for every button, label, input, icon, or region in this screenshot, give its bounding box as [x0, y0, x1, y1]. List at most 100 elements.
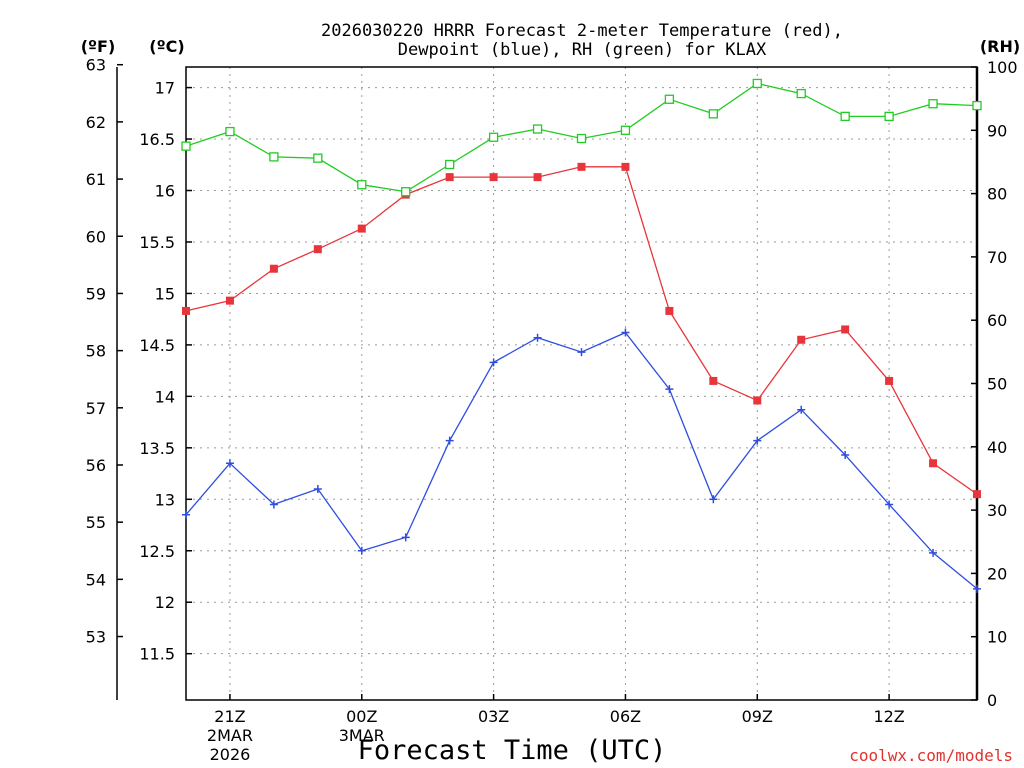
dewpoint-point: [225, 459, 234, 468]
celsius-tick-label: 17: [155, 79, 175, 98]
rh-point: [576, 133, 587, 144]
rh-tick-label: 90: [987, 121, 1007, 140]
dewpoint-point: [533, 333, 542, 342]
x-tick-label: 06Z: [610, 707, 641, 726]
chart-title-line-1: 2026030220 HRRR Forecast 2-meter Tempera…: [321, 21, 843, 41]
2-meter-temperature-point: [885, 376, 894, 385]
x-tick-date-label: 3MAR: [339, 726, 385, 745]
2-meter-temperature-point: [841, 325, 850, 334]
data-series: [181, 78, 982, 593]
celsius-tick-label: 12.5: [139, 542, 175, 561]
fahrenheit-tick-label: 53: [86, 628, 106, 647]
chart-title-line-2: Dewpoint (blue), RH (green) for KLAX: [398, 40, 767, 60]
2-meter-temperature-point: [313, 245, 322, 254]
rh-point: [928, 99, 938, 109]
fahrenheit-tick-label: 60: [86, 227, 106, 246]
celsius-tick-label: 16.5: [139, 130, 175, 149]
rh-tick-label: 50: [987, 375, 1007, 394]
rh-point: [401, 187, 411, 197]
rh-tick-label: 60: [987, 311, 1007, 330]
2-meter-temperature-point: [182, 306, 190, 315]
grid-lines: [186, 67, 977, 700]
2-meter-temperature-line: [185, 166, 978, 495]
dewpoint-point: [269, 500, 278, 509]
fahrenheit-tick-label: 54: [86, 570, 106, 589]
celsius-tick-label: 15: [155, 284, 175, 303]
2-meter-temperature-point: [445, 173, 454, 182]
rh-point: [313, 153, 323, 163]
rh-point: [840, 111, 850, 122]
fahrenheit-tick-label: 63: [86, 56, 106, 75]
rh-tick-label: 10: [987, 628, 1007, 647]
fahrenheit-unit-label: (ºF): [81, 37, 116, 56]
rh-point: [664, 94, 675, 104]
dewpoint-point: [753, 436, 762, 445]
rh-tick-label: 100: [987, 58, 1018, 77]
rh-point: [445, 159, 455, 170]
2-meter-temperature-point: [533, 173, 542, 182]
x-tick-label: 12Z: [873, 707, 904, 726]
x-tick-label: 21Z: [214, 707, 245, 726]
2-meter-temperature-point: [489, 173, 498, 182]
x-axis-title: Forecast Time (UTC): [358, 735, 667, 766]
rh-unit-label: (RH): [980, 37, 1020, 56]
celsius-tick-label: 14.5: [139, 336, 175, 355]
2-meter-temperature-point: [665, 306, 674, 315]
rh-tick-label: 0: [987, 691, 997, 710]
celsius-tick-label: 13.5: [139, 439, 175, 458]
x-tick-label: 00Z: [346, 707, 377, 726]
rh-tick-label: 20: [987, 564, 1007, 583]
rh-point: [884, 111, 894, 122]
celsius-tick-label: 13: [155, 490, 175, 509]
dewpoint-point: [841, 451, 850, 460]
x-tick-label: 03Z: [478, 707, 509, 726]
rh-point: [357, 180, 367, 190]
x-tick-label: 09Z: [742, 707, 773, 726]
celsius-tick-label: 14: [155, 387, 175, 406]
2-meter-temperature-point: [269, 264, 278, 273]
2-meter-temperature-point: [973, 490, 981, 499]
rh-tick-label: 80: [987, 185, 1007, 204]
fahrenheit-tick-label: 56: [86, 456, 106, 475]
dewpoint-point: [182, 510, 190, 519]
x-tick-date-label: 2MAR: [207, 726, 253, 745]
fahrenheit-tick-label: 57: [86, 399, 106, 418]
fahrenheit-tick-label: 58: [86, 342, 106, 361]
2-meter-temperature-point: [709, 376, 718, 385]
dewpoint-point: [313, 485, 322, 493]
rh-point: [532, 124, 543, 134]
dewpoint-point: [445, 436, 454, 445]
dewpoint-point: [401, 533, 410, 542]
rh-tick-label: 40: [987, 438, 1007, 457]
rh-point: [269, 152, 279, 162]
2-meter-temperature-point: [621, 162, 630, 171]
dewpoint-point: [797, 405, 806, 414]
2-meter-temperature-point: [357, 224, 366, 233]
credit-text: coolwx.com/models: [849, 746, 1013, 765]
fahrenheit-tick-label: 59: [86, 284, 106, 303]
rh-point: [796, 88, 806, 99]
rh-point: [708, 109, 718, 119]
rh-point: [972, 100, 982, 111]
x-tick-year-label: 2026: [210, 745, 251, 764]
rh-point: [225, 126, 235, 137]
celsius-tick-label: 16: [155, 182, 175, 201]
dewpoint-point: [665, 385, 674, 394]
plot-frame: [185, 66, 978, 701]
dewpoint-point: [621, 328, 630, 337]
celsius-tick-label: 15.5: [139, 233, 175, 252]
dewpoint-point: [489, 358, 498, 367]
celsius-unit-label: (ºC): [149, 37, 184, 56]
rh-tick-label: 70: [987, 248, 1007, 267]
rh-point: [752, 78, 762, 89]
2-meter-temperature-point: [797, 335, 806, 344]
rh-point: [488, 132, 499, 142]
fahrenheit-tick-label: 62: [86, 113, 106, 132]
2-meter-temperature-point: [929, 459, 938, 468]
axes: [116, 63, 979, 701]
celsius-tick-label: 11.5: [139, 645, 175, 664]
dewpoint-point: [973, 584, 981, 593]
tick-labels: 53 54 55 56 57 58 59 60 61 62 63 11.5 12 12.5 13 13.5 14…: [86, 56, 1018, 764]
dewpoint-point: [885, 500, 894, 509]
